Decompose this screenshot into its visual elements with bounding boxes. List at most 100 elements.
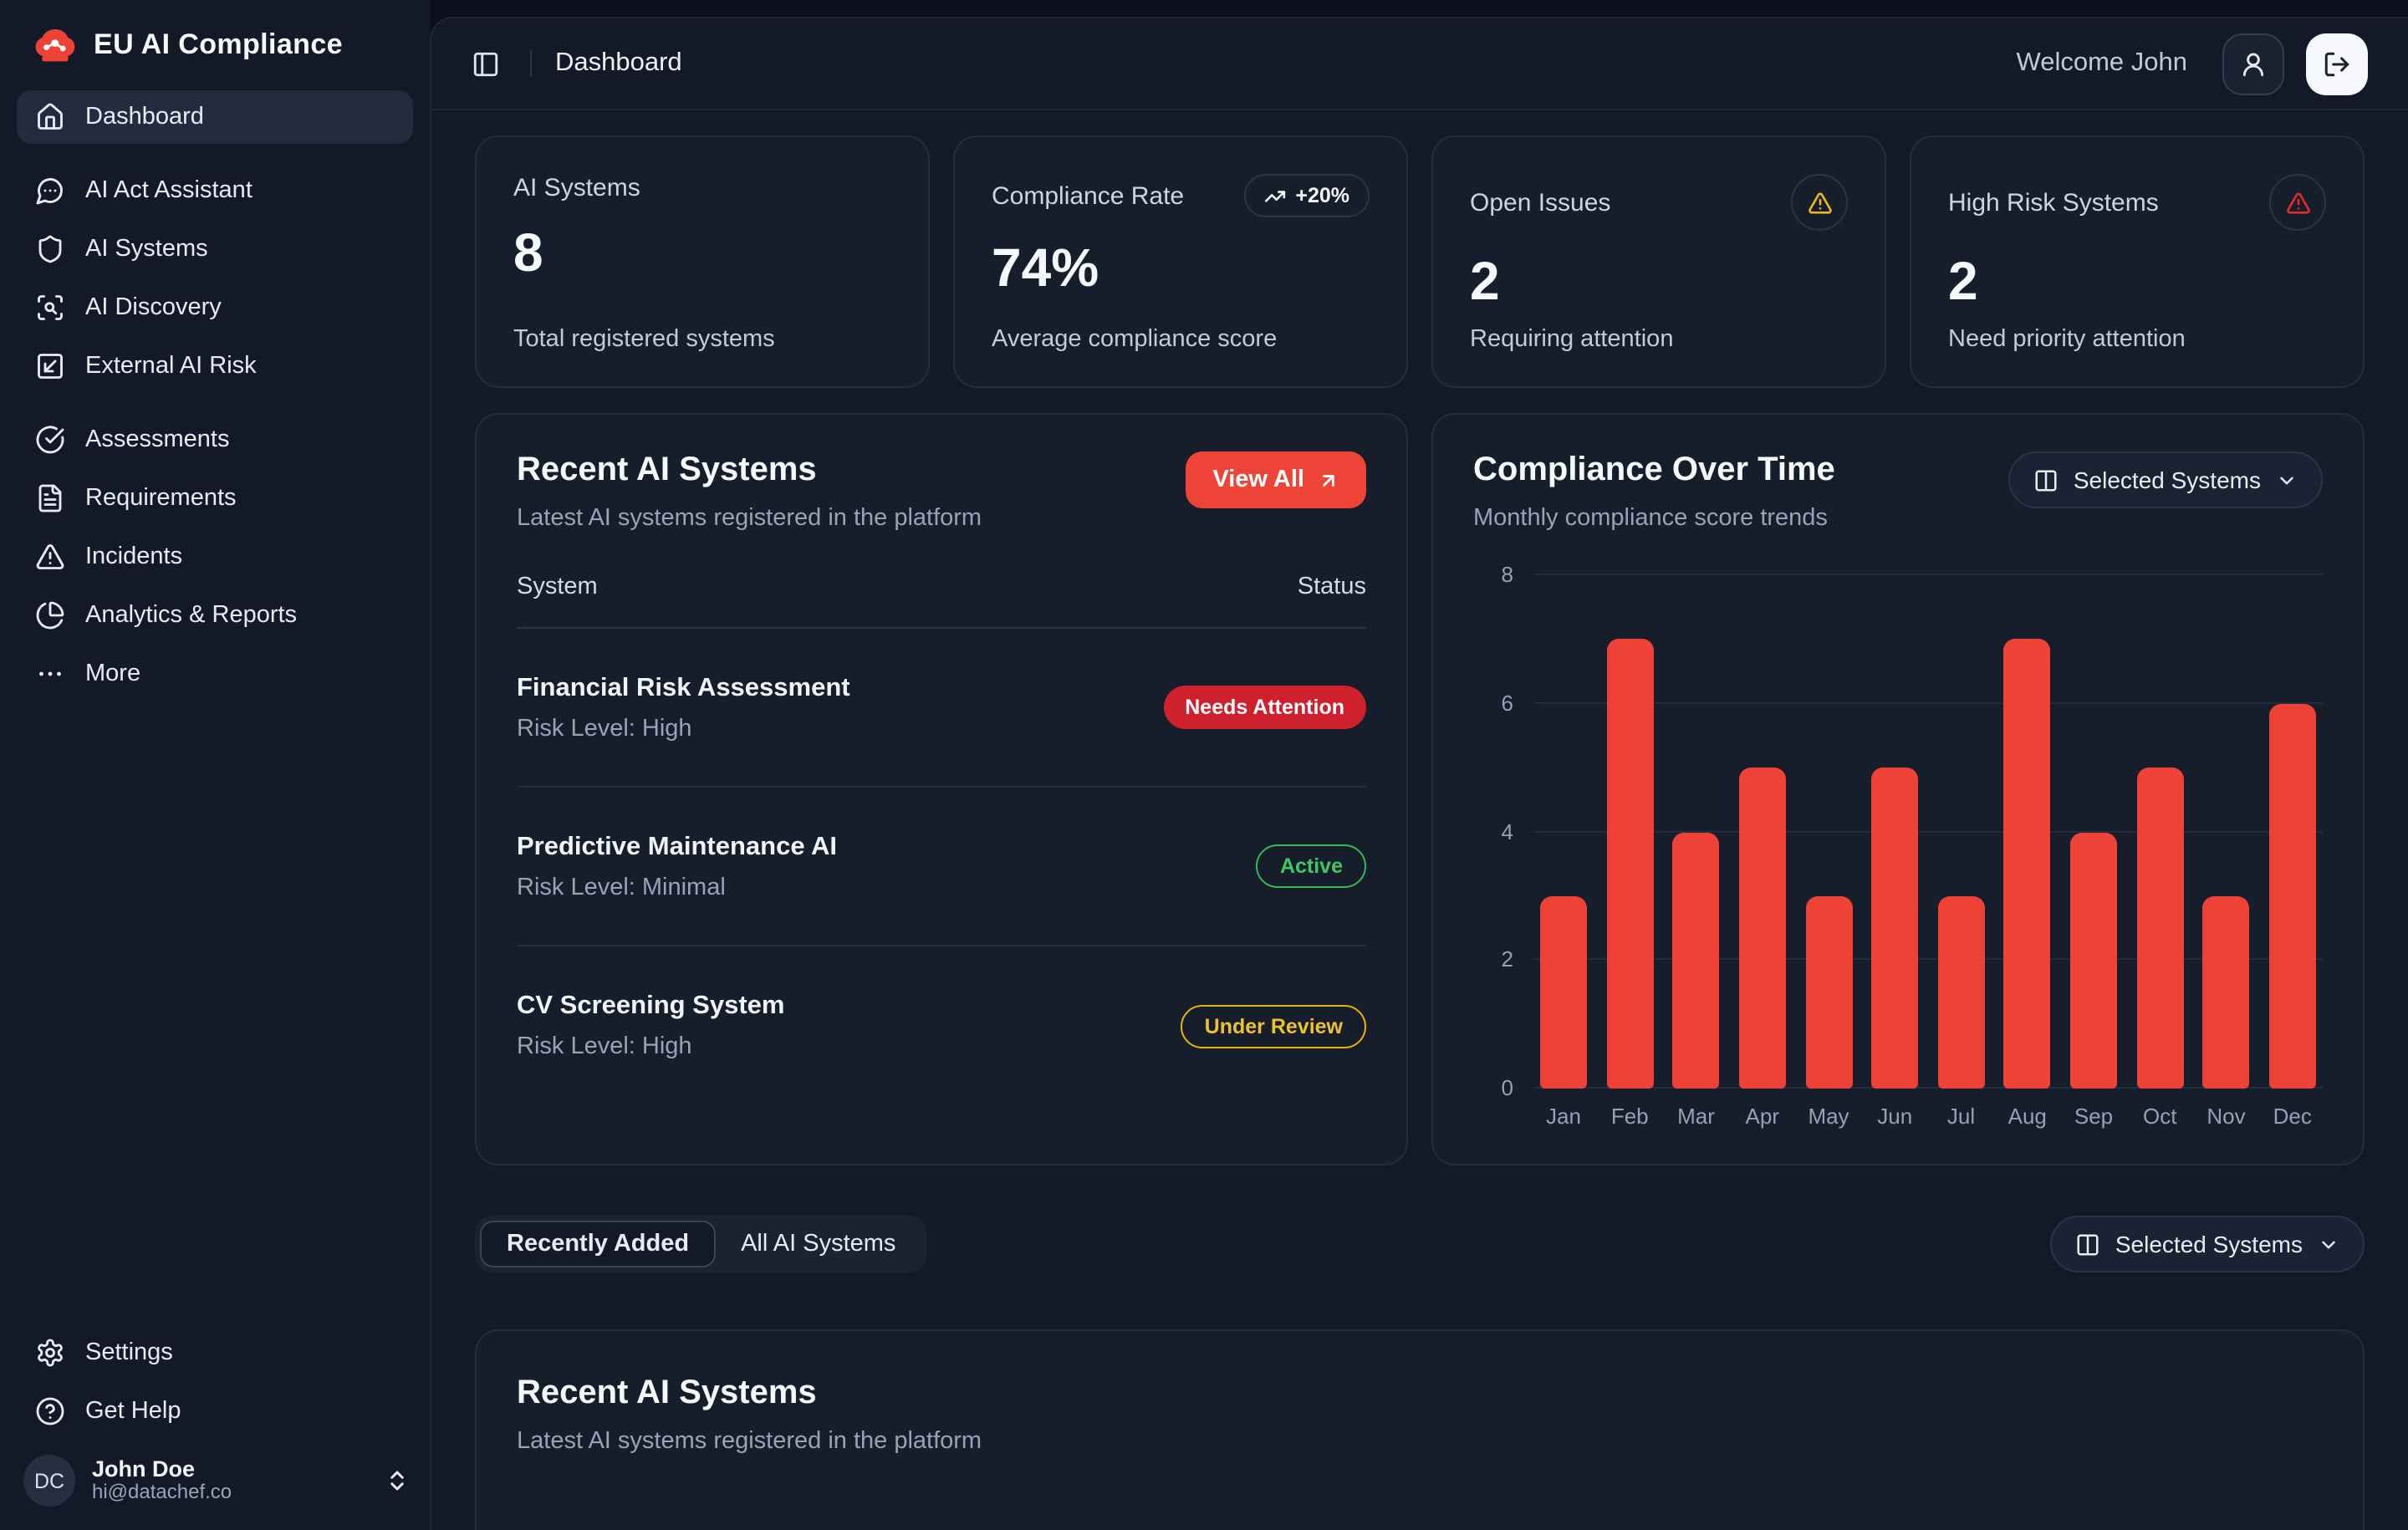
sidebar-item-external-ai-risk[interactable]: External AI Risk [17, 339, 413, 393]
stat-caption: Need priority attention [1948, 326, 2186, 353]
tab-list: Recently Added All AI Systems [475, 1216, 926, 1272]
bar-sep[interactable] [2070, 832, 2117, 1089]
bar-column: Aug [2003, 575, 2051, 1129]
trend-value: +20% [1295, 184, 1349, 207]
sidebar-footer-nav: Settings Get Help [0, 1326, 430, 1438]
sidebar-item-get-help[interactable]: Get Help [17, 1385, 413, 1438]
topbar: Dashboard Welcome John [431, 18, 2408, 110]
stat-label: High Risk Systems [1948, 188, 2159, 217]
compliance-chart-card: Compliance Over Time Monthly compliance … [1431, 413, 2365, 1165]
x-axis-tick-label: May [1808, 1104, 1849, 1129]
bar-column: Oct [2136, 575, 2184, 1129]
trend-badge: +20% [1243, 174, 1370, 217]
sidebar-item-incidents[interactable]: Incidents [17, 530, 413, 584]
sidebar-item-label: AI Systems [85, 236, 208, 263]
bar-column: Mar [1672, 575, 1720, 1129]
bottom-recent-systems-card: Recent AI Systems Latest AI systems regi… [475, 1329, 2365, 1530]
logout-button[interactable] [2306, 33, 2368, 94]
bar-oct[interactable] [2136, 768, 2184, 1089]
y-axis-tick-label: 2 [1501, 946, 1513, 972]
sidebar-nav: Dashboard AI Act Assistant AI Systems AI [0, 90, 430, 701]
table-row[interactable]: CV Screening System Risk Level: High Und… [517, 946, 1366, 1105]
bar-jan[interactable] [1540, 895, 1587, 1089]
y-axis-tick-label: 6 [1501, 690, 1513, 716]
card-title: Compliance Over Time [1473, 451, 1835, 488]
bar-column: Apr [1738, 575, 1786, 1129]
sidebar-item-label: More [85, 660, 141, 687]
selected-systems-filter-dropdown[interactable]: Selected Systems [2049, 1216, 2365, 1272]
bar-may[interactable] [1805, 895, 1852, 1089]
brand-logo-chef-hat-icon [33, 27, 77, 64]
bar-apr[interactable] [1738, 768, 1786, 1089]
chevrons-up-down-icon [385, 1468, 410, 1493]
sidebar-item-ai-discovery[interactable]: AI Discovery [17, 281, 413, 334]
recent-systems-card: Recent AI Systems Latest AI systems regi… [475, 413, 1408, 1165]
chart-grid [1533, 574, 2323, 1089]
tab-all-ai-systems[interactable]: All AI Systems [741, 1231, 896, 1257]
content: AI Systems 8 Total registered systems Co… [431, 110, 2408, 1530]
bar-jul[interactable] [1937, 895, 1985, 1089]
sidebar-item-settings[interactable]: Settings [17, 1326, 413, 1380]
chevron-down-icon [2318, 1233, 2339, 1255]
bar-column: May [1805, 575, 1852, 1129]
chevron-down-icon [2276, 469, 2298, 491]
view-all-button[interactable]: View All [1186, 451, 1366, 508]
sidebar-toggle-button[interactable] [465, 43, 507, 84]
chart-bars: Jan Feb Mar Apr May Jun Jul Aug Sep Oct Nov Dec [1540, 575, 2316, 1129]
system-risk-level: Risk Level: Minimal [517, 874, 726, 900]
welcome-text: Welcome John [2016, 48, 2187, 77]
system-cell: Predictive Maintenance AI Risk Level: Mi… [517, 832, 837, 900]
sidebar-item-more[interactable]: More [17, 647, 413, 701]
help-circle-icon [35, 1396, 65, 1426]
sidebar-item-ai-act-assistant[interactable]: AI Act Assistant [17, 164, 413, 217]
sidebar-item-label: Get Help [85, 1398, 181, 1425]
dropdown-label: Selected Systems [2073, 467, 2261, 493]
table-row[interactable]: Predictive Maintenance AI Risk Level: Mi… [517, 788, 1366, 946]
avatar: DC [23, 1455, 75, 1507]
status-badge: Under Review [1181, 1004, 1366, 1048]
table-row[interactable]: Financial Risk Assessment Risk Level: Hi… [517, 629, 1366, 788]
system-name: Financial Risk Assessment [517, 673, 850, 701]
system-cell: CV Screening System Risk Level: High [517, 992, 784, 1060]
sidebar-item-analytics-reports[interactable]: Analytics & Reports [17, 589, 413, 642]
stat-card-open-issues: Open Issues 2 Requiring attention [1431, 135, 1886, 388]
stat-card-ai-systems: AI Systems 8 Total registered systems [475, 135, 930, 388]
user-email: hi@datachef.co [92, 1480, 232, 1504]
nav-spacer [0, 149, 430, 159]
sidebar-item-dashboard[interactable]: Dashboard [17, 90, 413, 144]
sidebar-item-ai-systems[interactable]: AI Systems [17, 222, 413, 276]
stat-value: 2 [1470, 251, 1500, 311]
bar-aug[interactable] [2003, 639, 2051, 1089]
status-badge: Needs Attention [1163, 686, 1366, 729]
x-axis-tick-label: Nov [2206, 1104, 2246, 1129]
mid-row: Recent AI Systems Latest AI systems regi… [475, 413, 2365, 1165]
sidebar-item-label: AI Act Assistant [85, 177, 253, 204]
tab-recently-added[interactable]: Recently Added [480, 1221, 717, 1267]
breadcrumb: Dashboard [555, 48, 682, 77]
bar-jun[interactable] [1871, 768, 1919, 1089]
sidebar: EU AI Compliance Dashboard AI Act Assist… [0, 0, 430, 1530]
file-text-icon [35, 483, 65, 513]
system-name: Predictive Maintenance AI [517, 832, 838, 860]
card-title: Recent AI Systems [517, 1374, 817, 1411]
profile-button[interactable] [2222, 33, 2284, 94]
stat-card-high-risk-systems: High Risk Systems 2 Need priority attent… [1910, 135, 2365, 388]
panel-left-icon [472, 49, 500, 78]
bar-dec[interactable] [2268, 703, 2316, 1089]
stats-row: AI Systems 8 Total registered systems Co… [475, 135, 2365, 388]
chat-icon [35, 176, 65, 206]
chart-gridline [1533, 958, 2323, 961]
bar-column: Sep [2070, 575, 2117, 1129]
sidebar-item-assessments[interactable]: Assessments [17, 413, 413, 467]
chart-gridline [1533, 830, 2323, 832]
stat-value: 8 [513, 222, 543, 283]
sidebar-item-requirements[interactable]: Requirements [17, 472, 413, 525]
bar-feb[interactable] [1606, 639, 1654, 1089]
selected-systems-dropdown[interactable]: Selected Systems [2008, 451, 2323, 508]
bar-chart: 0 2 4 6 8 Jan Feb Mar Apr May Jun Jul Aug Sep Oct Nov D… [1473, 562, 2323, 1129]
bar-nov[interactable] [2202, 895, 2250, 1089]
sidebar-item-label: Analytics & Reports [85, 602, 298, 629]
stat-label: Compliance Rate [992, 181, 1185, 210]
bar-mar[interactable] [1672, 832, 1720, 1089]
user-menu[interactable]: DC John Doe hi@datachef.co [23, 1455, 410, 1507]
